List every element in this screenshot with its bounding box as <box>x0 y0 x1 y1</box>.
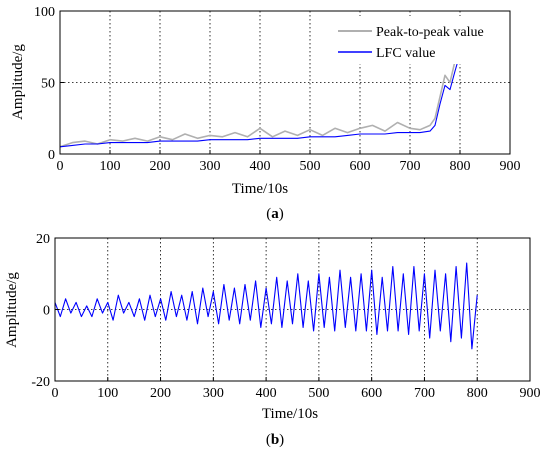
panel-a-series-peak-to-peak-value <box>59 39 464 148</box>
panel-a-x-tick-label: 0 <box>57 159 64 174</box>
panel-a-plot-area <box>59 39 464 148</box>
panel-a-y-ticks: 0 50 100 <box>34 5 64 163</box>
panel-a-x-tick-label: 800 <box>450 159 471 174</box>
panel-b-caption-letter: b <box>271 432 279 448</box>
panel-b-x-tick-label: 700 <box>414 386 435 401</box>
panel-b-y-ticks: -20 0 20 <box>31 232 59 390</box>
panel-b-y-tick-label: -20 <box>31 375 50 390</box>
panel-b-plot-area <box>54 262 478 350</box>
panel-a-x-tick-label: 200 <box>150 159 171 174</box>
panel-b-x-tick-label: 200 <box>150 386 171 401</box>
panel-a-x-tick-label: 600 <box>350 159 371 174</box>
panel-b-series-series-0 <box>54 262 478 350</box>
panel-a-y-tick-label: 0 <box>48 148 55 163</box>
panel-a-caption-open: ( <box>266 206 271 222</box>
panel-b-x-tick-label: 0 <box>52 386 59 401</box>
panel-b-x-tick-label: 300 <box>203 386 224 401</box>
panel-a-caption-close: ) <box>279 206 284 222</box>
panel-a-y-tick-label: 50 <box>41 77 55 92</box>
legend-background <box>330 16 508 64</box>
panel-a-x-tick-label: 500 <box>300 159 321 174</box>
panel-a-x-tick-label: 300 <box>200 159 221 174</box>
panel-b-x-tick-label: 800 <box>467 386 488 401</box>
panel-a-legend: Peak-to-peak value LFC value <box>330 16 508 64</box>
panel-a-y-axis-label: Amplitude/g <box>10 44 26 120</box>
panel-b-grid <box>55 238 530 381</box>
panel-a-grid <box>60 11 510 154</box>
legend-label-peak-to-peak: Peak-to-peak value <box>376 25 484 40</box>
panel-a-caption: (a) <box>266 206 284 222</box>
panel-b-y-tick-label: 20 <box>36 232 50 247</box>
panel-b-x-axis-label: Time/10s <box>262 406 318 422</box>
panel-a: 0 100 200 300 400 500 600 700 800 900 0 50 100 Peak… <box>10 5 521 222</box>
panel-a-x-tick-label: 700 <box>400 159 421 174</box>
panel-b-x-tick-label: 900 <box>520 386 541 401</box>
legend-label-lfc: LFC value <box>376 46 436 61</box>
panel-a-series-lfc-value <box>59 42 464 148</box>
panel-a-x-tick-label: 900 <box>500 159 521 174</box>
panel-b-x-tick-label: 500 <box>308 386 329 401</box>
panel-a-caption-letter: a <box>271 206 279 222</box>
panel-b-caption-open: ( <box>266 432 271 448</box>
panel-b-x-ticks: 0 100 200 300 400 500 600 700 800 900 <box>52 377 541 401</box>
panel-b-y-axis-label: Amplitude/g <box>4 272 20 348</box>
panel-a-x-tick-label: 400 <box>250 159 271 174</box>
panel-b-x-tick-label: 100 <box>97 386 118 401</box>
panel-b-caption: (b) <box>266 432 284 448</box>
panel-b-caption-close: ) <box>279 432 284 448</box>
panel-a-x-ticks: 0 100 200 300 400 500 600 700 800 900 <box>57 150 521 174</box>
panel-a-x-axis-label: Time/10s <box>232 181 288 197</box>
panel-b-x-tick-label: 400 <box>256 386 277 401</box>
panel-a-y-tick-label: 100 <box>34 5 55 20</box>
panel-b-x-tick-label: 600 <box>361 386 382 401</box>
panel-b-y-tick-label: 0 <box>43 304 50 319</box>
panel-a-x-tick-label: 100 <box>100 159 121 174</box>
